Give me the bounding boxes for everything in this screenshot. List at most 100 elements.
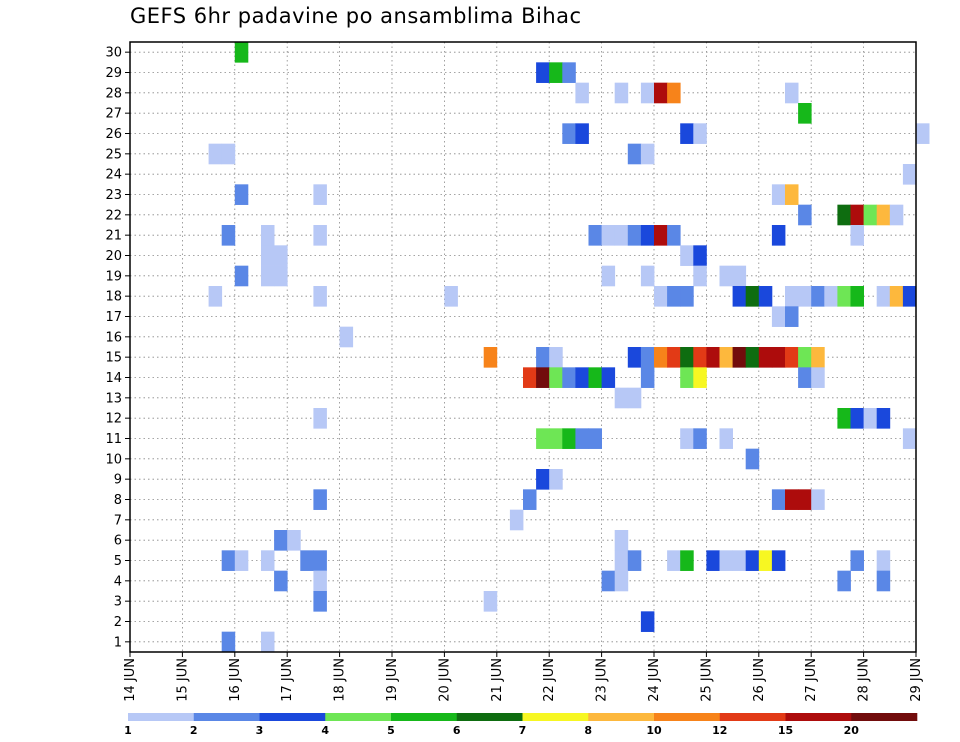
x-tick-label: 25 JUN [699,658,714,702]
heatmap-cell [234,42,249,63]
heatmap-cell [221,631,236,653]
y-tick-label: 13 [105,391,122,406]
chart-title: GEFS 6hr padavine po ansamblima Bihac [130,4,582,28]
x-tick-label: 26 JUN [752,658,767,702]
y-tick-label: 6 [114,534,122,549]
heatmap-cell [313,184,327,205]
heatmap-cell [680,367,694,388]
heatmap-cell [614,530,629,551]
heatmap-cell [483,347,498,368]
heatmap-cell [509,509,524,531]
heatmap-cell [654,82,668,104]
heatmap-cells [208,42,930,653]
y-tick-label: 22 [105,208,122,223]
heatmap-cell [680,347,694,368]
colorbar-label: 4 [321,724,329,737]
heatmap-cell [274,530,288,551]
y-tick-label: 4 [114,574,122,589]
y-tick-label: 16 [105,330,122,345]
heatmap-cell [850,550,864,571]
heatmap-cell [549,428,563,449]
heatmap-cell [654,225,668,246]
heatmap-cell [575,82,589,104]
colorbar-swatch [193,713,260,721]
heatmap-cell [745,286,760,307]
heatmap-cell [837,570,851,592]
heatmap-cell [916,123,930,144]
x-tick-label: 27 JUN [804,658,819,702]
heatmap-cell [274,570,288,592]
heatmap-cell [575,123,589,144]
heatmap-cell [667,225,681,246]
colorbar: 1 2 3 4 5 6 7 8 10 12 15 20 [124,713,918,737]
heatmap-cell [693,367,707,388]
heatmap-cell [876,550,891,571]
heatmap-cell [732,550,747,571]
heatmap-cell [850,225,864,246]
heatmap-cell [601,225,616,246]
heatmap-cell [889,286,904,307]
heatmap-cell [680,123,694,144]
heatmap-cell [221,550,236,571]
heatmap-cell [640,82,655,104]
heatmap-cell [234,550,249,571]
x-tick-label: 28 JUN [857,658,872,702]
heatmap-cell [234,265,249,287]
heatmap-cell [785,489,799,510]
colorbar-label: 8 [584,724,592,737]
heatmap-cell [313,225,327,246]
heatmap-cell [771,550,786,571]
heatmap-cell [588,225,602,246]
heatmap-cell [837,408,851,429]
heatmap-cell [785,184,799,205]
heatmap-cell [680,428,694,449]
heatmap-cell [627,347,642,368]
heatmap-cell [313,570,327,592]
heatmap-cell [234,184,249,205]
heatmap-cell [693,123,707,144]
heatmap-cell [693,428,707,449]
heatmap-cell [745,347,760,368]
heatmap-cell [798,286,812,307]
heatmap-cell [208,286,223,307]
x-tick-label: 17 JUN [280,658,295,702]
heatmap-cell [640,347,655,368]
heatmap-cell [824,286,838,307]
heatmap-cell [221,143,236,165]
heatmap-cell [536,367,550,388]
heatmap-cell [208,143,223,165]
heatmap-cell [627,225,642,246]
grid-lines [129,42,917,652]
heatmap-cell [850,286,864,307]
heatmap-cell [706,347,720,368]
heatmap-cell [261,225,275,246]
heatmap-cell [549,367,563,388]
y-tick-label: 25 [105,147,122,162]
heatmap-cell [654,347,668,368]
heatmap-cell [876,408,891,429]
heatmap-cell [876,286,891,307]
x-tick-label: 14 JUN [123,658,138,702]
heatmap-cell [562,123,576,144]
y-tick-label: 3 [114,595,122,610]
x-axis: 14 JUN 15 JUN 16 JUN 17 JUN 18 JUN 19 JUN 20 J… [123,652,924,702]
y-tick-label: 15 [105,351,122,366]
y-tick-label: 26 [105,127,122,142]
heatmap-cell [785,306,799,327]
heatmap-cell [693,265,707,287]
heatmap-cell [549,469,563,490]
x-tick-label: 19 JUN [385,658,400,702]
y-tick-label: 21 [105,229,122,244]
heatmap-cell [313,489,327,510]
heatmap-cell [693,347,707,368]
y-tick-label: 10 [105,452,122,467]
y-tick-label: 24 [105,168,122,183]
heatmap-cell [811,286,825,307]
heatmap-cell [261,265,275,287]
heatmap-cell [640,367,655,388]
y-tick-label: 5 [114,554,122,569]
heatmap-cell [706,550,720,571]
heatmap-cell [261,245,275,266]
x-tick-label: 18 JUN [333,658,348,702]
heatmap-cell [614,550,629,571]
